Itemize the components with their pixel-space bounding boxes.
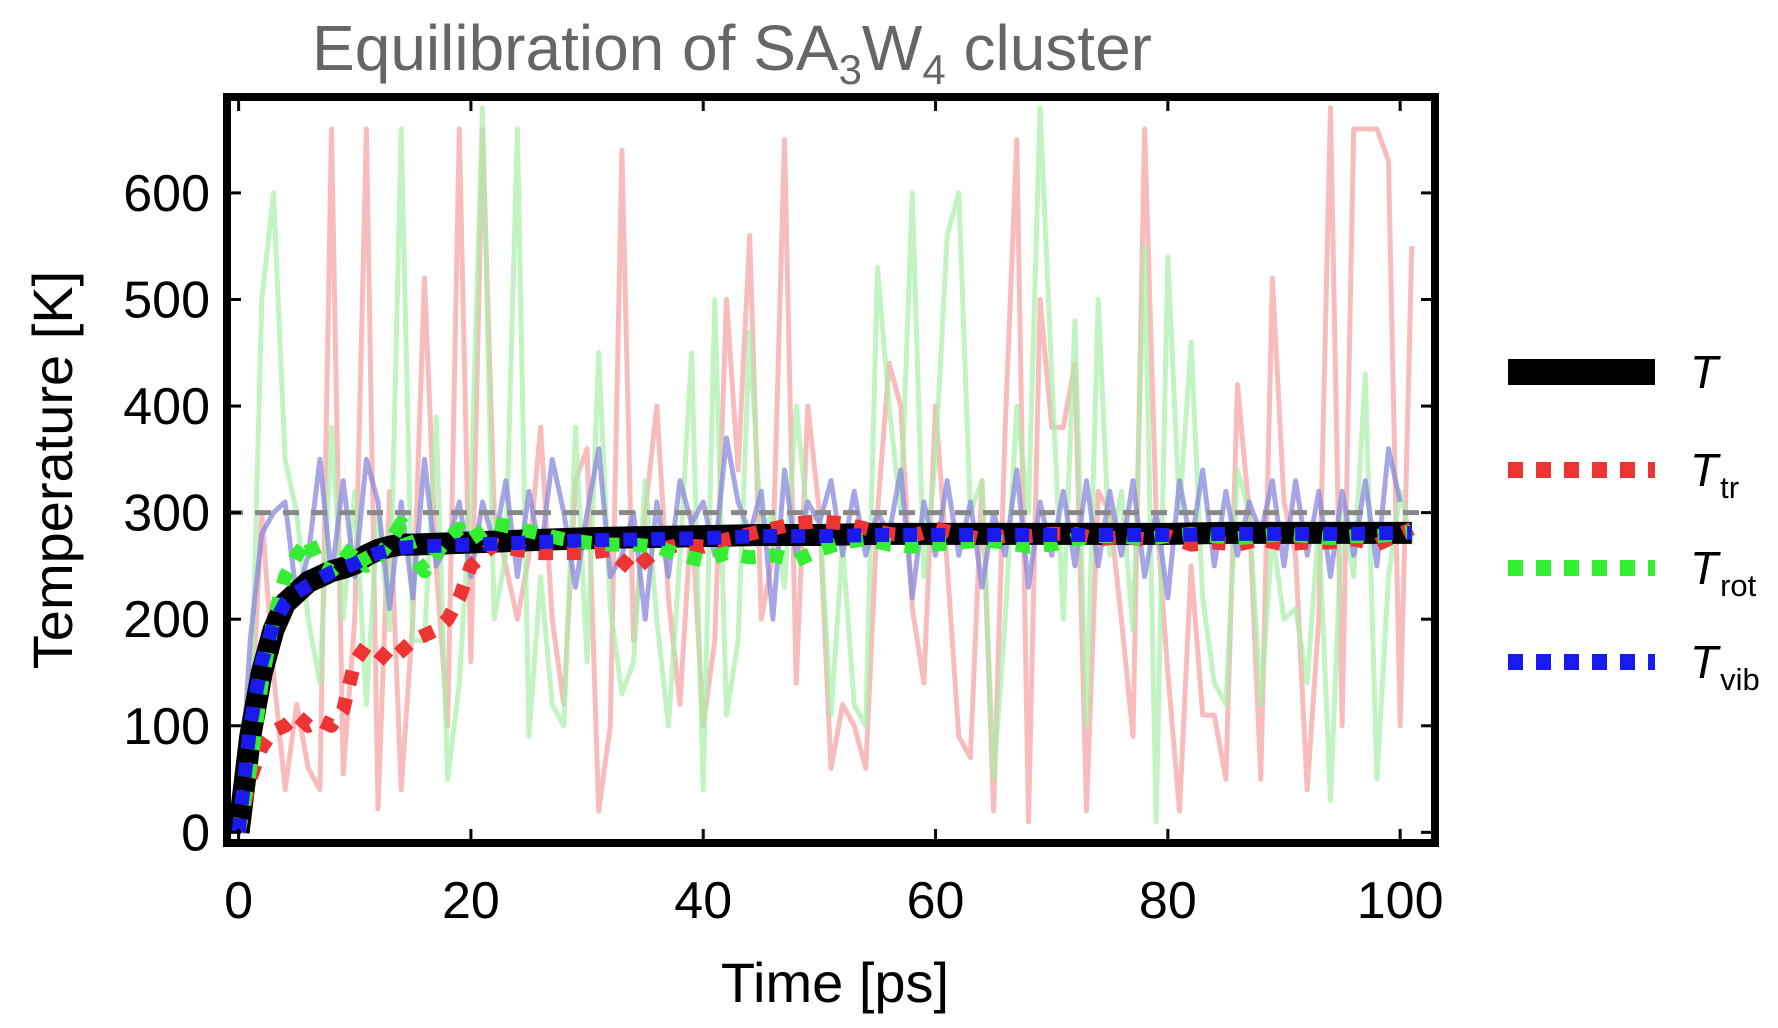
instantaneous-series bbox=[236, 105, 1415, 833]
y-axis-title: Temperature [K] bbox=[21, 271, 84, 669]
x-tick-label: 100 bbox=[1357, 872, 1444, 930]
y-tick-label: 200 bbox=[123, 591, 210, 649]
plot-frame bbox=[223, 93, 1439, 847]
x-tick-label: 40 bbox=[674, 872, 732, 930]
y-tick-label: 400 bbox=[123, 378, 210, 436]
y-tick-label: 100 bbox=[123, 698, 210, 756]
series-line-T-rot-inst bbox=[236, 105, 1415, 833]
averaged-series bbox=[227, 514, 1415, 834]
y-tick-label: 0 bbox=[181, 804, 210, 862]
y-axis-ticks: 0 100 200 300 400 500 600 bbox=[123, 165, 1435, 862]
x-tick-label: 80 bbox=[1139, 872, 1197, 930]
y-tick-label: 300 bbox=[123, 485, 210, 543]
x-axis-ticks: 0 20 40 60 80 100 bbox=[224, 97, 1444, 930]
x-tick-label: 60 bbox=[907, 872, 965, 930]
legend-label-vib: Tvib bbox=[1690, 636, 1760, 697]
legend-label-total: T bbox=[1690, 346, 1721, 398]
series-line-t-vib bbox=[231, 525, 1412, 834]
x-tick-label: 20 bbox=[442, 872, 500, 930]
y-tick-label: 500 bbox=[123, 271, 210, 329]
y-tick-label: 600 bbox=[123, 165, 210, 223]
legend: T Ttr Trot Tvib bbox=[1508, 346, 1760, 697]
chart-title: Equilibration of SA3W4 cluster bbox=[312, 12, 1152, 93]
series-line-t-tr bbox=[231, 514, 1415, 834]
x-tick-label: 0 bbox=[224, 872, 253, 930]
legend-label-tr: Ttr bbox=[1690, 444, 1739, 505]
series-line-T-vib-inst bbox=[236, 435, 1403, 833]
legend-label-rot: Trot bbox=[1690, 542, 1757, 603]
x-axis-title: Time [ps] bbox=[721, 951, 949, 1014]
